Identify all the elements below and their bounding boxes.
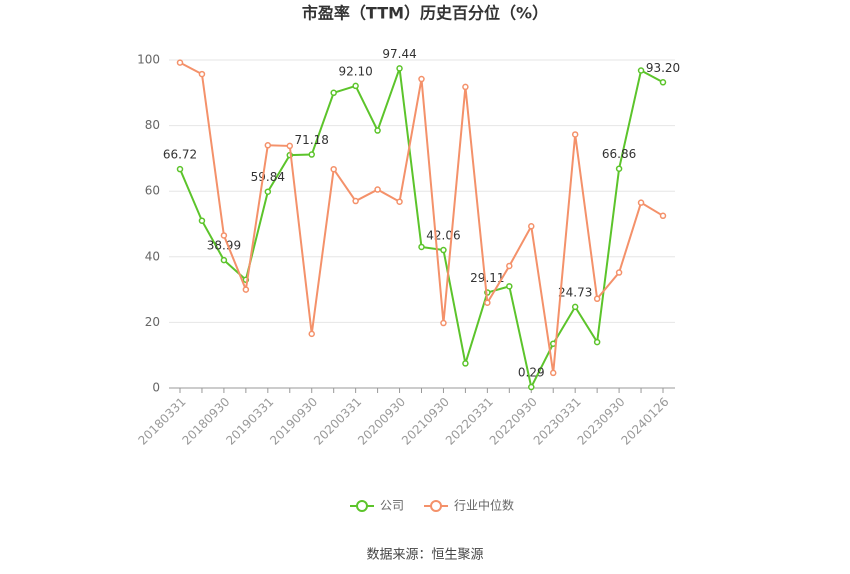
point xyxy=(528,383,535,391)
point xyxy=(593,338,601,346)
point xyxy=(637,199,645,206)
point xyxy=(659,79,667,86)
point xyxy=(528,223,535,230)
data-label: 59.84 xyxy=(251,170,285,184)
point xyxy=(330,89,337,97)
point xyxy=(484,299,491,306)
data-label: 66.86 xyxy=(602,147,636,161)
legend-marker xyxy=(430,500,443,512)
data-label: 38.99 xyxy=(207,239,241,253)
point xyxy=(286,142,294,150)
y-tick-label: 20 xyxy=(145,315,160,329)
point xyxy=(506,262,513,270)
point xyxy=(374,127,381,134)
point xyxy=(176,59,184,66)
point xyxy=(462,83,469,91)
series-line xyxy=(179,68,664,391)
point xyxy=(571,303,579,311)
point xyxy=(615,165,623,172)
point xyxy=(198,217,206,224)
data-label: 42.06 xyxy=(426,229,460,243)
data-label: 92.10 xyxy=(338,64,372,78)
legend-marker xyxy=(356,500,368,512)
point xyxy=(593,295,601,303)
point xyxy=(264,142,272,149)
legend-label: 行业中位数 xyxy=(454,498,514,513)
data-label: 0.29 xyxy=(518,366,545,380)
point xyxy=(220,256,228,264)
point xyxy=(637,67,645,74)
y-tick-label: 100 xyxy=(137,53,160,67)
point xyxy=(418,243,425,251)
point xyxy=(352,82,359,90)
point xyxy=(242,286,250,293)
data-label: 93.20 xyxy=(646,61,680,75)
point xyxy=(264,188,272,195)
data-label: 71.18 xyxy=(295,133,329,147)
point xyxy=(396,65,403,72)
point xyxy=(659,212,667,220)
point xyxy=(440,319,447,327)
point xyxy=(571,131,579,138)
point xyxy=(549,369,557,377)
data-label: 24.73 xyxy=(558,285,592,299)
y-tick-label: 60 xyxy=(145,184,160,198)
chart-title: 市盈率（TTM）历史百分位（%） xyxy=(302,4,548,23)
point xyxy=(308,330,315,338)
data-label: 29.11 xyxy=(470,271,504,285)
point xyxy=(198,70,206,78)
y-tick-label: 80 xyxy=(145,118,160,132)
series-line xyxy=(179,61,664,374)
point xyxy=(220,232,228,239)
point xyxy=(176,165,184,173)
point xyxy=(374,186,381,193)
x-tick-label: 20240126 xyxy=(619,395,672,448)
point xyxy=(440,246,447,254)
point xyxy=(615,269,623,276)
point xyxy=(462,360,469,367)
point xyxy=(308,151,315,158)
y-tick-label: 0 xyxy=(152,381,160,395)
data-label: 66.72 xyxy=(163,148,197,162)
point xyxy=(418,75,425,83)
point xyxy=(506,283,513,290)
y-tick-label: 40 xyxy=(145,249,160,263)
source: 数据来源：恒生聚源 xyxy=(366,548,483,563)
legend-label: 公司 xyxy=(380,499,404,513)
point xyxy=(396,198,403,205)
point xyxy=(352,197,359,205)
data-label: 97.44 xyxy=(382,47,416,61)
point xyxy=(330,165,337,173)
